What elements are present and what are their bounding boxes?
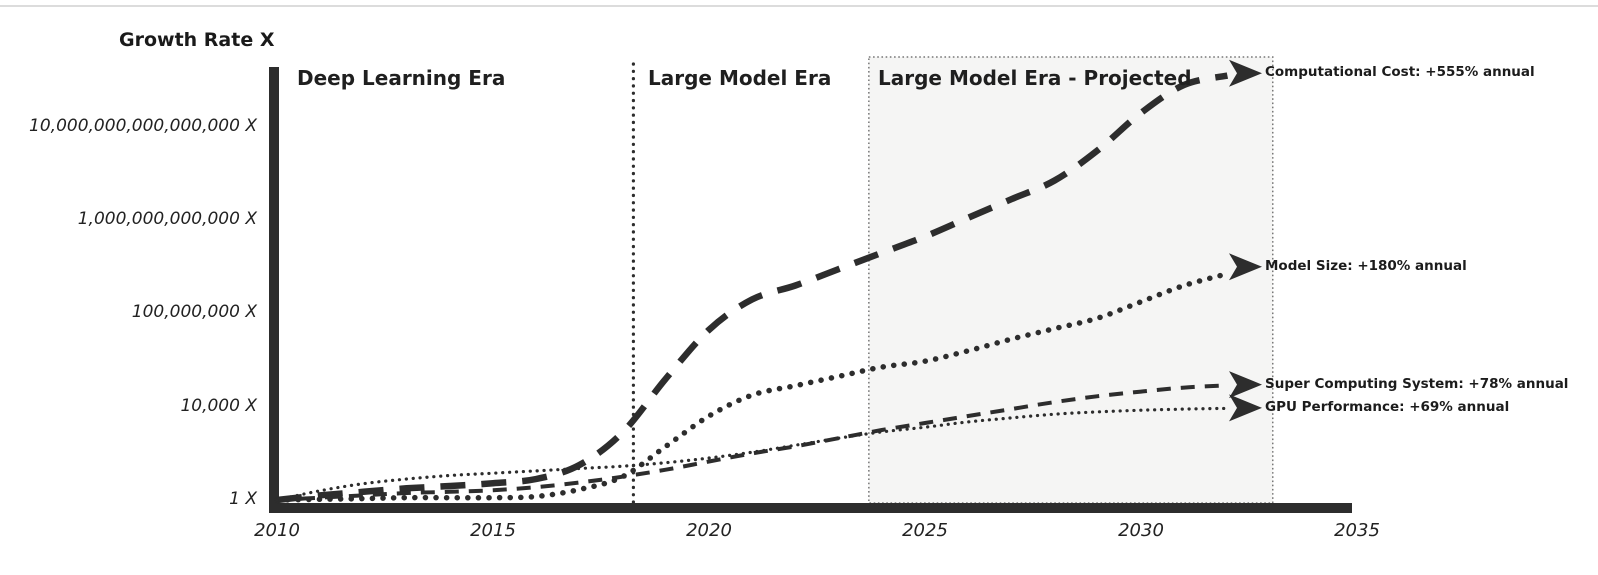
x-tick-label: 2020 — [686, 520, 732, 541]
x-axis-line — [269, 503, 1352, 513]
era-label-2: Large Model Era — [648, 66, 832, 90]
x-tick-label: 2035 — [1334, 520, 1380, 541]
arrowhead-icon-gpu-performance — [1229, 394, 1262, 422]
y-tick-label: 1 X — [229, 489, 257, 509]
series-annotation-computational-cost: Computational Cost: +555% annual — [1265, 64, 1535, 81]
y-tick-label: 10,000 X — [180, 395, 257, 416]
top-divider — [0, 5, 1598, 7]
series-annotation-super-computing-system: Super Computing System: +78% annual — [1265, 375, 1569, 392]
series-line-super-computing-system — [276, 383, 1228, 502]
y-tick-label: 1,000,000,000,000 X — [77, 209, 257, 230]
projected-region — [868, 56, 1274, 504]
y-axis-line — [269, 67, 279, 513]
era-label-3: Large Model Era - Projected — [878, 66, 1192, 90]
series-annotation-gpu-performance: GPU Performance: +69% annual — [1265, 398, 1510, 415]
series-line-computational-cost — [276, 72, 1229, 504]
era-label-1: Deep Learning Era — [297, 66, 506, 90]
arrowhead-icon-super-computing-system — [1229, 371, 1262, 399]
x-tick-label: 2030 — [1118, 520, 1164, 541]
x-tick-label: 2010 — [254, 520, 300, 541]
y-tick-label: 10,000,000,000,000,000 X — [29, 115, 257, 136]
arrowhead-icon-model-size — [1229, 253, 1262, 281]
x-tick-label: 2025 — [902, 520, 948, 541]
y-tick-label: 100,000,000 X — [131, 302, 257, 323]
chart-title: Growth Rate X — [119, 29, 275, 51]
series-annotation-model-size: Model Size: +180% annual — [1265, 257, 1467, 274]
x-tick-label: 2015 — [470, 520, 516, 541]
series-line-model-size — [274, 271, 1231, 503]
arrowhead-icon-computational-cost — [1229, 59, 1262, 87]
